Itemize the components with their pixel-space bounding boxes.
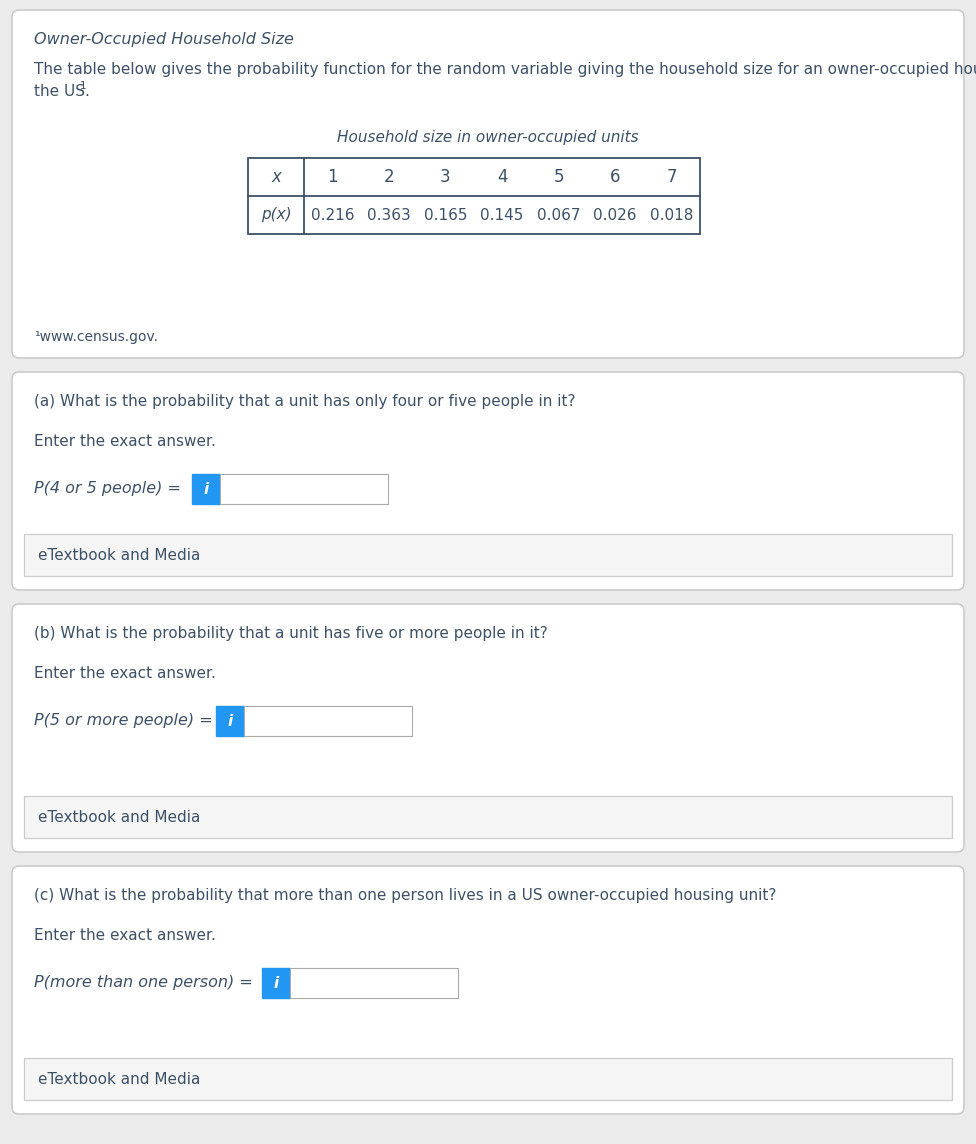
Text: eTextbook and Media: eTextbook and Media: [38, 810, 200, 825]
Text: P(4 or 5 people) =: P(4 or 5 people) =: [34, 480, 181, 495]
Text: The table below gives the probability function for the random variable giving th: The table below gives the probability fu…: [34, 62, 976, 77]
Text: 2: 2: [384, 168, 394, 186]
Text: 5: 5: [553, 168, 564, 186]
Text: 0.145: 0.145: [480, 207, 524, 222]
Text: 7: 7: [667, 168, 677, 186]
Text: 0.363: 0.363: [367, 207, 411, 222]
Text: p(x): p(x): [261, 207, 291, 222]
Text: the US.: the US.: [34, 84, 90, 100]
Text: 0.018: 0.018: [650, 207, 693, 222]
Text: 0.026: 0.026: [593, 207, 637, 222]
Bar: [192, 474, 220, 505]
Bar: [24, 1058, 952, 1101]
Text: 3: 3: [440, 168, 451, 186]
FancyBboxPatch shape: [12, 604, 964, 852]
Text: i: i: [203, 482, 209, 496]
Text: Owner-Occupied Household Size: Owner-Occupied Household Size: [34, 32, 294, 47]
Text: 0.165: 0.165: [424, 207, 468, 222]
Text: x: x: [271, 168, 281, 186]
Text: eTextbook and Media: eTextbook and Media: [38, 1072, 200, 1087]
Bar: [220, 474, 388, 505]
Text: ¹www.census.gov.: ¹www.census.gov.: [34, 329, 158, 344]
Bar: [216, 706, 244, 736]
Text: (c) What is the probability that more than one person lives in a US owner-occupi: (c) What is the probability that more th…: [34, 888, 776, 903]
Text: 1: 1: [80, 81, 87, 92]
FancyBboxPatch shape: [12, 866, 964, 1114]
FancyBboxPatch shape: [12, 10, 964, 358]
Text: 1: 1: [327, 168, 338, 186]
Bar: [24, 796, 952, 839]
Text: P(5 or more people) =: P(5 or more people) =: [34, 713, 213, 728]
Text: 0.067: 0.067: [537, 207, 581, 222]
Bar: [24, 534, 952, 575]
Text: Enter the exact answer.: Enter the exact answer.: [34, 666, 216, 681]
Bar: [262, 968, 290, 998]
Text: (a) What is the probability that a unit has only four or five people in it?: (a) What is the probability that a unit …: [34, 394, 576, 410]
Bar: [248, 158, 700, 235]
Text: Household size in owner-occupied units: Household size in owner-occupied units: [337, 130, 639, 145]
FancyBboxPatch shape: [12, 372, 964, 590]
Text: 6: 6: [610, 168, 621, 186]
Bar: [244, 706, 412, 736]
Text: P(more than one person) =: P(more than one person) =: [34, 975, 253, 990]
Bar: [290, 968, 458, 998]
Text: Enter the exact answer.: Enter the exact answer.: [34, 434, 216, 448]
Text: i: i: [227, 714, 232, 729]
Text: i: i: [273, 976, 278, 991]
Text: (b) What is the probability that a unit has five or more people in it?: (b) What is the probability that a unit …: [34, 626, 548, 641]
Text: Enter the exact answer.: Enter the exact answer.: [34, 928, 216, 943]
Text: 4: 4: [497, 168, 508, 186]
Text: 0.216: 0.216: [310, 207, 354, 222]
Text: eTextbook and Media: eTextbook and Media: [38, 548, 200, 563]
